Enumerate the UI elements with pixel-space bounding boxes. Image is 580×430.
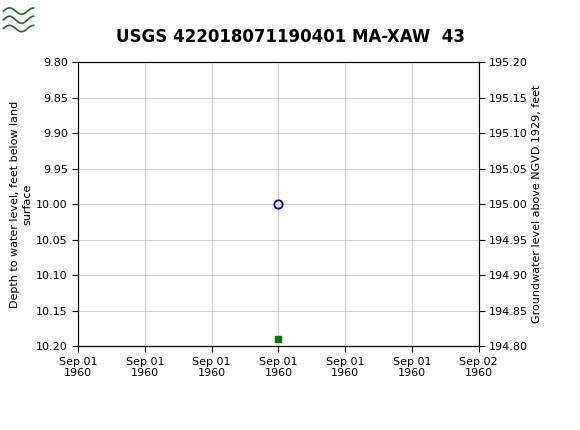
Y-axis label: Groundwater level above NGVD 1929, feet: Groundwater level above NGVD 1929, feet: [532, 85, 542, 323]
Y-axis label: Depth to water level, feet below land
surface: Depth to water level, feet below land su…: [10, 101, 32, 308]
FancyBboxPatch shape: [3, 3, 70, 37]
Text: USGS: USGS: [39, 11, 95, 29]
Text: USGS 422018071190401 MA-XAW  43: USGS 422018071190401 MA-XAW 43: [115, 28, 465, 46]
Legend: Period of approved data: Period of approved data: [191, 427, 365, 430]
